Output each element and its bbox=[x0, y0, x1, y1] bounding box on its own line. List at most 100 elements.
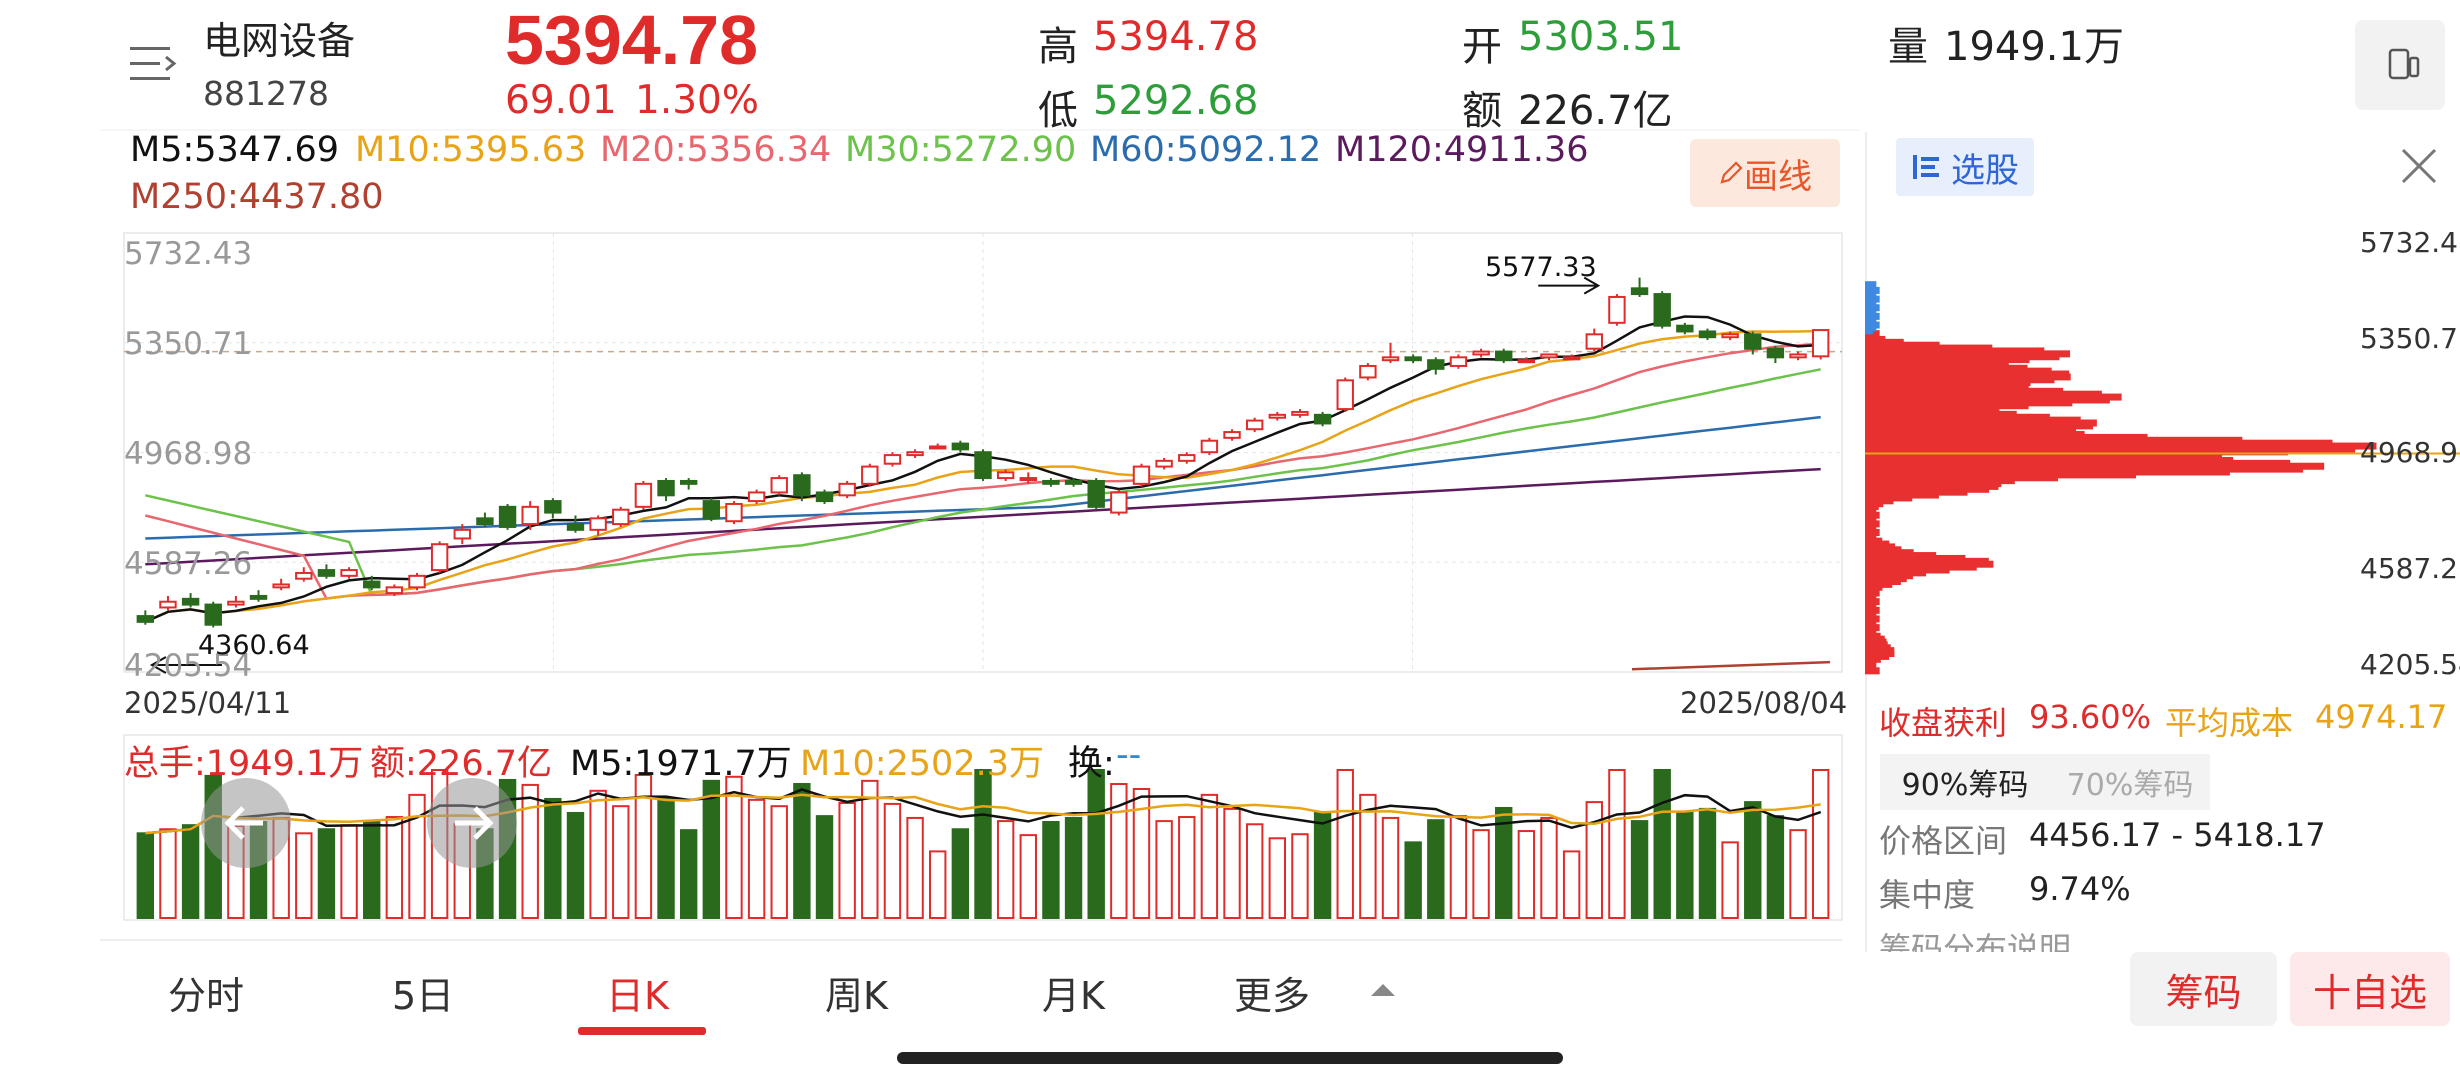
volume-bar-down bbox=[1744, 801, 1762, 920]
tab-weekly-k[interactable]: 周K bbox=[825, 974, 888, 1018]
candle-down bbox=[249, 594, 268, 600]
candle-down bbox=[679, 479, 698, 485]
min-price-label: 4360.64 bbox=[198, 630, 310, 661]
volume-bar-up bbox=[1540, 816, 1558, 919]
chip-tab-90[interactable]: 90%筹码 bbox=[1880, 754, 2050, 810]
volume-bar-down bbox=[951, 828, 970, 919]
draw-line-button[interactable]: 画线 bbox=[1690, 139, 1840, 207]
volume-bar-down bbox=[181, 824, 200, 919]
volume-bar-down bbox=[815, 815, 834, 919]
candle-up bbox=[996, 471, 1015, 480]
volume-bar-up bbox=[1291, 833, 1309, 920]
low-label: 低 bbox=[1038, 88, 1078, 134]
y-tick-5: 4205.54 bbox=[124, 648, 253, 684]
tab-monthly-k[interactable]: 月K bbox=[1042, 974, 1105, 1018]
volume-bar-up bbox=[929, 850, 947, 920]
volume-bar-down bbox=[1064, 816, 1083, 919]
volume-bar-up bbox=[1517, 830, 1536, 919]
candle-down bbox=[476, 517, 494, 526]
volume-bar-up bbox=[159, 828, 177, 919]
chip-price-tick-3: 4968.98 bbox=[2360, 436, 2460, 469]
volume-bars bbox=[136, 769, 1830, 920]
close-panel-button[interactable] bbox=[2395, 142, 2443, 190]
candle-up bbox=[1517, 359, 1536, 364]
candle-up bbox=[725, 502, 743, 523]
candle-down bbox=[815, 491, 834, 503]
menu-icon[interactable] bbox=[130, 44, 178, 84]
volume-amount: 额:226.7亿 bbox=[370, 744, 552, 784]
volume-value: 1949.1万 bbox=[1944, 24, 2124, 70]
candle-up bbox=[1449, 356, 1468, 367]
volume-bar-up bbox=[1132, 787, 1151, 920]
candle-up bbox=[1562, 356, 1581, 361]
volume-bar-up bbox=[883, 802, 902, 920]
ma120-label: M120:4911.36 bbox=[1335, 130, 1589, 170]
volume-bar-up bbox=[747, 798, 766, 920]
candle-down bbox=[1313, 413, 1332, 425]
amount-label: 额 bbox=[1462, 88, 1502, 134]
chip-distribution-chart bbox=[1865, 281, 2460, 675]
candle-up bbox=[521, 505, 539, 526]
volume-m5: M5:1971.7万 bbox=[570, 744, 792, 784]
volume-bar-up bbox=[1110, 783, 1128, 919]
candle-up bbox=[634, 482, 653, 508]
chips-button[interactable]: 筹码 bbox=[2130, 952, 2277, 1026]
tab-daily-k[interactable]: 日K bbox=[606, 974, 669, 1018]
landscape-toggle-button[interactable] bbox=[2355, 20, 2445, 110]
volume-bar-down bbox=[1042, 821, 1060, 919]
volume-bar-up bbox=[589, 789, 607, 920]
k-line-chart[interactable] bbox=[0, 0, 1860, 960]
chip-note-clip: 筹码分布说明 bbox=[1879, 928, 2179, 952]
volume-bar-up bbox=[1359, 793, 1377, 919]
candle-up bbox=[1585, 333, 1603, 350]
candle-up bbox=[1132, 465, 1151, 485]
chip-tab-70[interactable]: 70%筹码 bbox=[2050, 754, 2210, 810]
candle-up bbox=[385, 586, 404, 595]
volume-bar-up bbox=[1585, 801, 1603, 920]
candle-up bbox=[770, 477, 788, 494]
scroll-left-button[interactable] bbox=[201, 778, 291, 868]
candle-down bbox=[974, 451, 992, 480]
candle-up bbox=[883, 454, 902, 465]
candle-up bbox=[1268, 413, 1287, 419]
ma250-label: M250:4437.80 bbox=[130, 177, 384, 217]
candle-up bbox=[453, 528, 471, 540]
candle-up bbox=[1540, 353, 1558, 359]
volume-total: 总手:1949.1万 bbox=[124, 744, 364, 784]
price-change-percent: 1.30% bbox=[635, 78, 759, 123]
tab-intraday[interactable]: 分时 bbox=[168, 974, 245, 1018]
candle-down bbox=[498, 505, 517, 528]
add-watchlist-button[interactable]: 十自选 bbox=[2290, 952, 2450, 1026]
tab-more[interactable]: 更多 bbox=[1234, 974, 1311, 1018]
volume-bar-up bbox=[521, 783, 539, 919]
ma30-label: M30:5272.90 bbox=[845, 130, 1077, 170]
candle-up bbox=[1381, 356, 1400, 362]
turnover-value: -- bbox=[1116, 735, 1142, 775]
price-change: 69.01 bbox=[505, 78, 617, 123]
candle-down bbox=[1042, 479, 1060, 485]
volume-bar-down bbox=[1698, 807, 1717, 919]
candle-up bbox=[227, 600, 245, 606]
candle-up bbox=[589, 517, 607, 531]
chip-note-link[interactable]: 筹码分布说明 bbox=[1879, 930, 2072, 952]
volume-bar-up bbox=[1019, 834, 1037, 919]
volume-bar-up bbox=[1472, 829, 1490, 920]
candle-up bbox=[1110, 491, 1128, 514]
scroll-right-button[interactable] bbox=[427, 778, 517, 868]
y-tick-2: 5350.71 bbox=[124, 326, 253, 362]
candle-down bbox=[1744, 333, 1762, 350]
candle-up bbox=[1200, 439, 1219, 454]
amount-value: 226.7亿 bbox=[1518, 88, 1673, 134]
candle-down bbox=[1404, 356, 1422, 362]
candle-up bbox=[1472, 350, 1490, 356]
select-stock-button[interactable]: 选股 bbox=[1896, 138, 2034, 196]
candle-up bbox=[1019, 477, 1037, 482]
volume-ma-lines bbox=[145, 788, 1822, 835]
tab-5day[interactable]: 5日 bbox=[392, 974, 455, 1018]
volume-bar-up bbox=[1449, 815, 1468, 919]
y-tick-1: 5732.43 bbox=[124, 236, 253, 272]
candle-up bbox=[159, 600, 177, 609]
volume-bar-up bbox=[906, 816, 924, 919]
price-range-value: 4456.17 - 5418.17 bbox=[2029, 816, 2326, 854]
caret-up-icon[interactable] bbox=[1368, 980, 1398, 1000]
